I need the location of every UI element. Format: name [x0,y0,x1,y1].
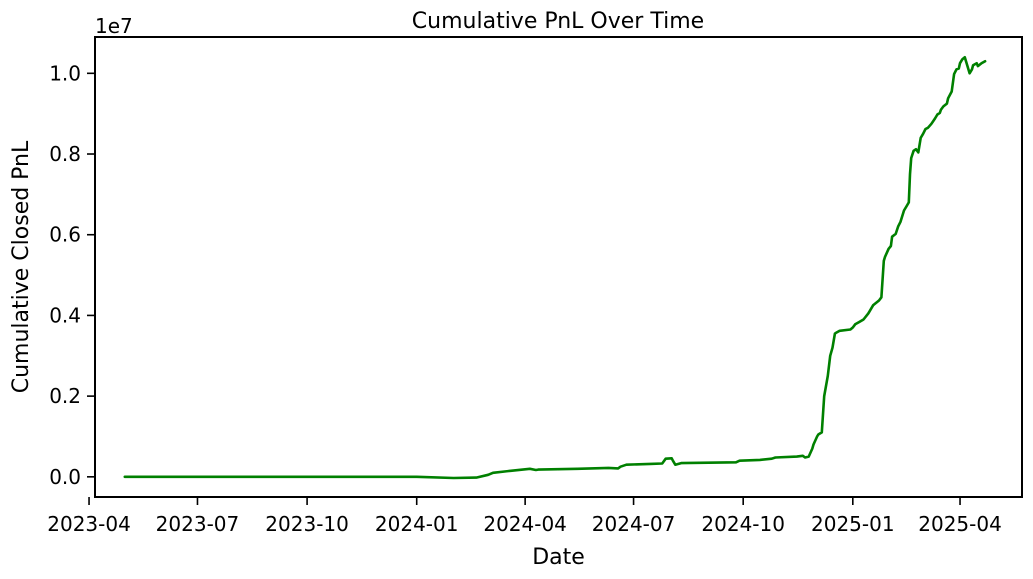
x-tick-label: 2024-01 [375,512,459,536]
y-tick-label: 0.2 [49,384,81,408]
x-tick-label: 2023-07 [156,512,240,536]
y-tick-label: 0.6 [49,223,81,247]
x-tick-label: 2023-10 [265,512,349,536]
x-tick-label: 2024-07 [592,512,676,536]
y-tick-label: 0.0 [49,465,81,489]
y-tick-label: 0.8 [49,142,81,166]
axis-ticks: 2023-04 2023-07 2023-10 2024-01 2024-04 2024-… [47,61,1002,536]
plot-frame [94,36,1023,498]
chart-title: Cumulative PnL Over Time [412,9,704,34]
x-tick-label: 2024-04 [483,512,567,536]
x-tick-label: 2023-04 [47,512,131,536]
x-tick-label: 2025-01 [811,512,895,536]
x-tick-label: 2025-04 [918,512,1002,536]
x-axis-title: Date [532,545,585,570]
y-offset-label: 1e7 [95,14,133,38]
y-tick-label: 1.0 [49,61,81,85]
pnl-series-line [123,55,987,480]
x-tick-label: 2024-10 [701,512,785,536]
plot-area [123,55,987,480]
y-axis-title: Cumulative Closed PnL [9,140,34,393]
y-tick-label: 0.4 [49,303,81,327]
